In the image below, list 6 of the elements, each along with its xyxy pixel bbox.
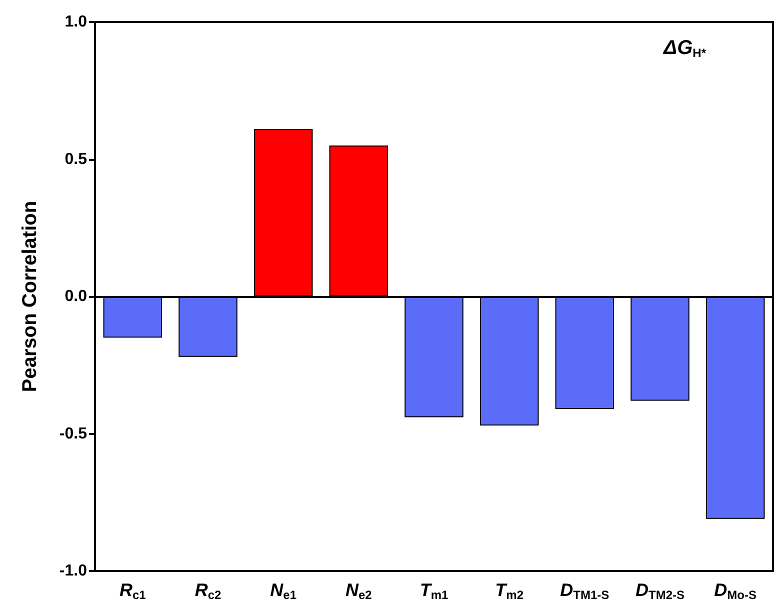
y-tick-label: -0.5 — [59, 425, 88, 442]
y-axis-title: Pearson Correlation — [19, 200, 41, 392]
y-tick-label: 0.0 — [64, 288, 88, 305]
y-tick-label: 0.5 — [64, 150, 88, 168]
y-tick-label: -1.0 — [59, 562, 88, 580]
y-tick-label: 1.0 — [64, 14, 88, 30]
